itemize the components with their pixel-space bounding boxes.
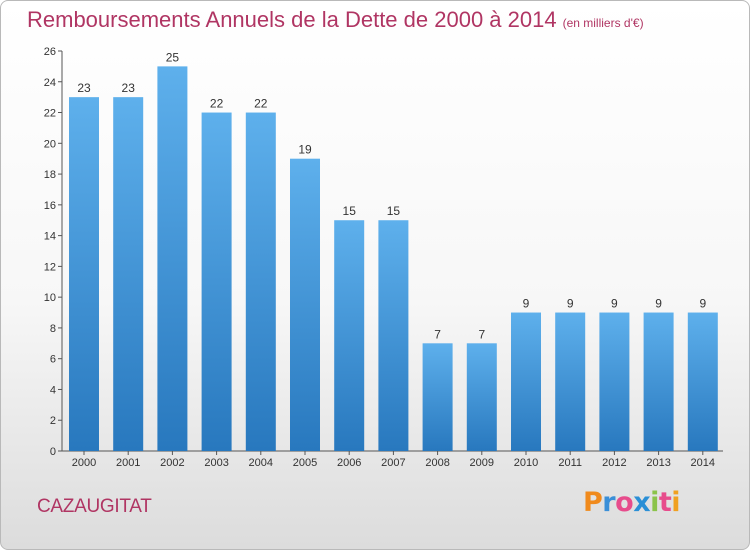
bar-value-label: 7 (434, 327, 441, 341)
x-tick-label: 2006 (337, 457, 361, 469)
bar (290, 158, 320, 451)
x-tick-label: 2010 (514, 457, 538, 469)
title-text: Remboursements Annuels de la Dette de 20… (27, 7, 557, 32)
bar-value-label: 7 (478, 327, 485, 341)
bar-value-label: 19 (298, 143, 312, 157)
x-tick-label: 2012 (602, 457, 626, 469)
bar (113, 97, 144, 452)
bar-value-label: 9 (699, 297, 706, 311)
unit-note: (en milliers d'€) (562, 16, 644, 30)
y-tick-label: 2 (50, 415, 56, 427)
bars (69, 66, 718, 452)
logo-letter: o (615, 487, 634, 518)
bar (334, 220, 365, 451)
x-tick-label: 2014 (691, 457, 715, 469)
bar-value-label: 22 (210, 97, 224, 111)
y-tick-label: 24 (44, 77, 56, 89)
proxiti-logo: Proxiti (583, 487, 681, 518)
x-tick-label: 2011 (558, 457, 582, 469)
bar-value-label: 9 (655, 297, 662, 311)
logo-letter: i (650, 487, 659, 518)
y-tick-label: 12 (44, 261, 56, 273)
x-tick-label: 2001 (116, 457, 140, 469)
y-tick-label: 20 (44, 138, 56, 150)
bar (422, 343, 453, 451)
bar-value-label: 9 (523, 297, 530, 311)
x-tick-label: 2009 (470, 457, 494, 469)
bar (466, 343, 497, 451)
bar (599, 312, 630, 451)
bar-value-label: 25 (166, 50, 180, 64)
bar-value-label: 23 (122, 81, 136, 95)
chart-title: Remboursements Annuels de la Dette de 20… (27, 7, 644, 33)
bar (555, 312, 586, 451)
bar-value-label: 15 (343, 204, 357, 218)
y-tick-label: 18 (44, 169, 56, 181)
logo-letter: t (658, 487, 672, 518)
y-tick-label: 10 (44, 292, 56, 304)
bar (69, 97, 99, 452)
y-tick-label: 0 (50, 446, 56, 458)
x-tick-label: 2007 (381, 457, 405, 469)
logo-letter: r (602, 487, 616, 518)
data-labels: 23 23 25 22 22 19 15 15 7 7 9 9 9 9 9 (77, 50, 706, 341)
x-tick-label: 2003 (204, 457, 228, 469)
bar (201, 112, 232, 452)
x-tick-label: 2005 (293, 457, 317, 469)
logo-letter: x (633, 487, 651, 518)
commune-name: CAZAUGITAT (37, 496, 152, 517)
y-tick-label: 22 (44, 108, 56, 120)
y-tick-label: 16 (44, 200, 56, 212)
bar-value-label: 22 (254, 97, 268, 111)
x-tick-label: 2004 (249, 457, 273, 469)
x-tick-label: 2000 (72, 457, 96, 469)
x-tick-label: 2002 (160, 457, 184, 469)
bar (511, 312, 541, 451)
bar-value-label: 9 (611, 297, 618, 311)
y-tick-label: 4 (50, 384, 56, 396)
bar-value-label: 23 (77, 81, 91, 95)
bar (245, 112, 276, 452)
bar (687, 312, 718, 451)
x-tick-label: 2013 (646, 457, 670, 469)
bar (643, 312, 674, 451)
y-tick-label: 6 (50, 354, 56, 366)
bar-value-label: 15 (387, 204, 401, 218)
bar-value-label: 9 (567, 297, 574, 311)
bar (157, 66, 188, 451)
bar (378, 220, 409, 451)
logo-letter: P (583, 487, 603, 518)
logo-letter: i (671, 487, 681, 518)
y-tick-label: 14 (44, 231, 56, 243)
y-tick-label: 26 (44, 46, 56, 58)
y-tick-label: 8 (50, 323, 56, 335)
x-tick-label: 2008 (425, 457, 449, 469)
